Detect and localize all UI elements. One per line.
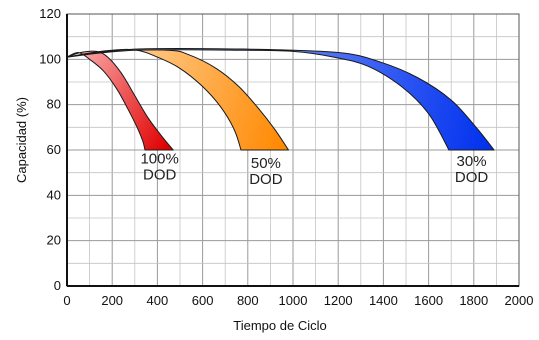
dod-band-2 [66,47,495,151]
dod-label: DOD [143,167,177,184]
x-axis-title: Tiempo de Ciclo [233,318,326,333]
y-tick-label: 60 [47,142,61,157]
dod-label: 30% [457,153,487,170]
x-tick-label: 600 [192,293,214,308]
y-tick-label: 100 [39,51,61,66]
x-tick-label: 1200 [324,293,353,308]
x-tick-label: 1800 [459,293,488,308]
x-tick-label: 0 [63,293,70,308]
x-tick-label: 1000 [279,293,308,308]
dod-band-0 [66,50,174,151]
dod-bands [66,47,495,151]
x-tick-label: 800 [237,293,259,308]
x-tick-label: 1600 [414,293,443,308]
x-tick-labels: 0 200 400 600 800 1000 1200 1400 1600 1800 2000 [63,293,533,308]
x-tick-label: 200 [101,293,123,308]
plot-frame [66,13,520,287]
y-tick-label: 0 [54,278,61,293]
y-axis-title: Capacidad (%) [14,97,29,183]
x-tick-label: 1400 [369,293,398,308]
y-tick-labels: 0 20 40 60 80 100 120 [39,6,61,293]
dod-label: DOD [455,169,489,186]
x-tick-label: 400 [147,293,169,308]
dod-band-1 [66,48,289,151]
dod-label: 100% [140,151,178,168]
y-tick-label: 80 [47,97,61,112]
y-tick-label: 120 [39,6,61,21]
dod-label: DOD [249,171,283,188]
dod-label: 50% [251,155,281,172]
x-tick-label: 2000 [505,293,534,308]
y-tick-label: 40 [47,187,61,202]
y-tick-label: 20 [47,233,61,248]
